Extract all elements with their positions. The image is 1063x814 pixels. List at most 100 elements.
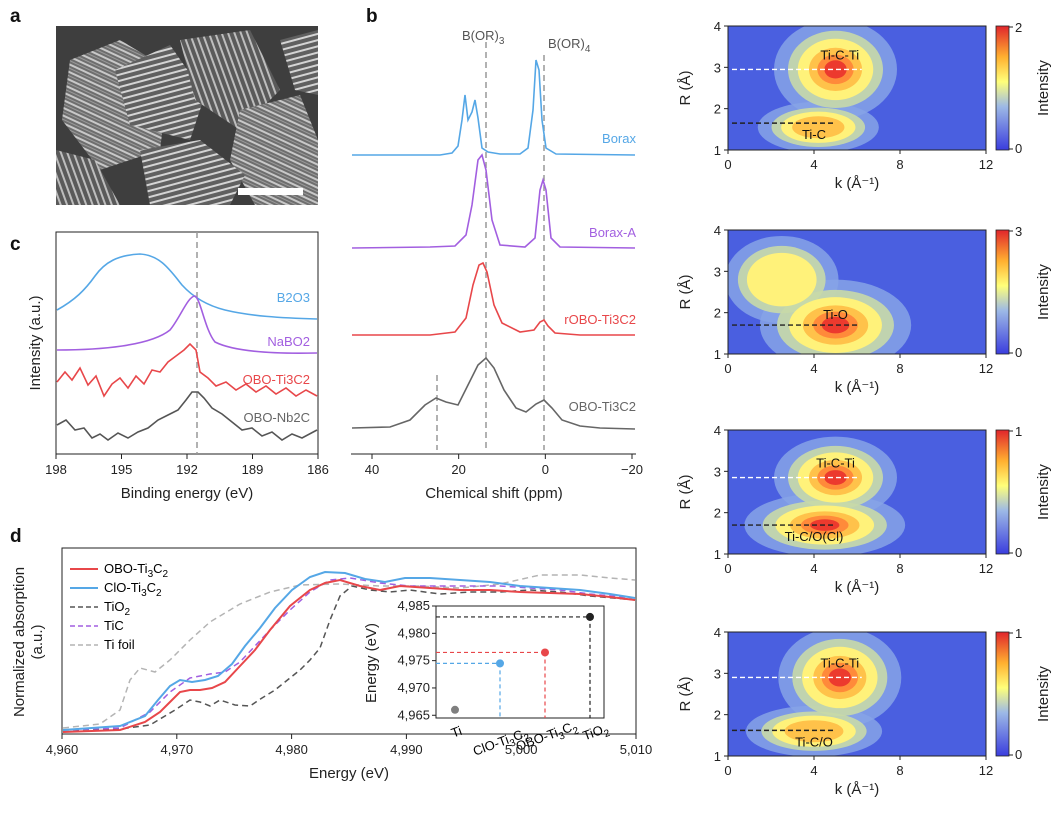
legend-tio2: TiO2 [104, 599, 130, 618]
inset-ylabel-2: 4,975 [397, 653, 430, 668]
panel-e-annot-0: Ti-C-Ti [820, 47, 859, 62]
panel-h-ylabel-0: 4 [714, 625, 721, 640]
c-xticks-label-0: 198 [45, 462, 67, 477]
inset-ylabel-4: 4,965 [397, 707, 430, 722]
panel-e-ylabel-1: 3 [714, 60, 721, 75]
panel-e-xlabel-0: 0 [724, 157, 731, 172]
panel-h-xlabel-2: 8 [896, 763, 903, 778]
panel-f-ylabel-2: 2 [714, 306, 721, 321]
marker-bor3: B(OR)3 [462, 28, 505, 47]
legend-tic: TiC [104, 618, 124, 633]
panel-g-cbar-min: 0 [1015, 545, 1022, 560]
d-xticks-label-2: 4,980 [275, 742, 308, 757]
panel-d-legend: OBO-Ti3C2 ClO-Ti3C2 TiO2 TiC Ti foil [70, 561, 169, 652]
panel-g-cbar-max: 1 [1015, 424, 1022, 439]
d-xticks-label-4: 5,000 [505, 742, 538, 757]
panel-e-cbar-label: Intensity [1035, 60, 1052, 116]
d-xticks-label-5: 5,010 [620, 742, 653, 757]
panel-f-ylabel-0: 4 [714, 223, 721, 238]
b-xticks-label-1: 20 [451, 462, 465, 477]
panel-e-ylabel-3: 1 [714, 143, 721, 158]
b-xticks-label-0: 40 [365, 462, 379, 477]
label-borax-a: Borax-A [589, 225, 636, 240]
inset-point-1 [496, 659, 504, 668]
panel-e-blob-0-layer-5 [824, 60, 847, 79]
panel-h-annot-1: Ti-C/O [795, 734, 833, 749]
panel-c-xlabel: Binding energy (eV) [121, 485, 254, 502]
panel-g-annot-0: Ti-C-Ti [816, 456, 855, 471]
curve-borax-a [351, 153, 636, 249]
panel-h-mask-l [668, 602, 728, 786]
panel-e-blob-1-layer-3 [792, 116, 845, 139]
curve-obo-ti3c2-b [351, 356, 636, 430]
panel-e-xlabel-1: 4 [810, 157, 817, 172]
panel-f-cbar-max: 3 [1015, 224, 1022, 239]
b-xticks-label-3: −20 [621, 462, 643, 477]
label-b2o3: B2O3 [277, 290, 310, 305]
panel-g-colorbar [995, 429, 1010, 555]
inset-points [436, 612, 594, 718]
inset-ylabel-3: 4,970 [397, 680, 430, 695]
panel-e-colorbar [995, 25, 1010, 151]
d-xticks-label-3: 4,990 [390, 742, 423, 757]
panel-h-ylabel-1: 3 [714, 666, 721, 681]
b-xticks-label-2: 0 [542, 462, 549, 477]
legend-ti-foil: Ti foil [104, 637, 135, 652]
panel-d-inset: 4,985 4,980 4,975 4,970 4,965 Energy (eV) Ti… [363, 598, 612, 762]
legend-obo-ti3c2: OBO-Ti3C2 [104, 561, 169, 580]
panel-f-ylabel-1: 3 [714, 264, 721, 279]
marker-bor4: B(OR)4 [548, 36, 591, 55]
panel-h-cbar-label: Intensity [1035, 666, 1052, 722]
panel-g-xlabel-1: 4 [810, 561, 817, 576]
sem-image [56, 26, 318, 205]
label-robo-ti3c2: rOBO-Ti3C2 [564, 312, 636, 327]
curve-tio2 [62, 585, 636, 731]
panel-h-cbar-max: 1 [1015, 626, 1022, 641]
inset-ylabel-1: 4,980 [397, 625, 430, 640]
panel-b-xticks: 40 20 0 −20 [365, 454, 643, 477]
panel-h-xlabel-1: 4 [810, 763, 817, 778]
panel-d-xlabel: Energy (eV) [309, 765, 389, 782]
panel-c-plot: B2O3 NaBO2 OBO-Ti3C2 OBO-Nb2C Intensity … [27, 231, 329, 502]
panel-g-xtitle: k (Å⁻¹) [835, 579, 880, 596]
inset-point-3 [586, 612, 594, 621]
curve-borax [352, 59, 636, 156]
panel-e-cbar-min: 0 [1015, 141, 1022, 156]
c-xticks-label-4: 186 [307, 462, 329, 477]
panel-f-xlabel-0: 0 [724, 361, 731, 376]
panel-c-xticks: 198 195 192 189 186 [45, 454, 329, 477]
curve-ti-foil [62, 574, 636, 729]
panel-e-mask-b [668, 150, 996, 190]
label-nabo2: NaBO2 [267, 334, 310, 349]
inset-yticks: 4,985 4,980 4,975 4,970 4,965 [397, 598, 436, 722]
panel-f-annot-0: Ti-O [823, 307, 848, 322]
curve-obo-nb2c [56, 391, 318, 441]
curve-b2o3 [56, 253, 318, 320]
curve-robo-ti3c2 [352, 261, 635, 336]
scale-bar [238, 188, 303, 195]
panel-e-xtitle: k (Å⁻¹) [835, 175, 880, 192]
curve-obo-ti3c2-d [62, 578, 636, 733]
panel-g-ytitle: R (Å) [677, 475, 694, 510]
panel-e-xlabel-2: 8 [896, 157, 903, 172]
panel-e-mask-t [668, 0, 996, 26]
panel-f-xlabel-2: 8 [896, 361, 903, 376]
panel-g-ylabel-3: 1 [714, 547, 721, 562]
panel-e-frame [727, 25, 987, 151]
curve-clo-ti3c2 [62, 570, 636, 731]
panel-g-cbar-label: Intensity [1035, 464, 1052, 520]
panel-e-cbar-max: 2 [1015, 20, 1022, 35]
panel-d-plot: OBO-Ti3C2 ClO-Ti3C2 TiO2 TiC Ti foil 4,9… [11, 547, 653, 782]
panel-f-blob-0-layer-5 [821, 316, 850, 334]
curve-tic [62, 577, 636, 731]
panel-e-xlabel-3: 12 [979, 157, 993, 172]
inset-x-tio2: TiO2 [581, 720, 612, 747]
c-xticks-label-3: 189 [242, 462, 264, 477]
panel-e-ylabel-0: 4 [714, 19, 721, 34]
panel-f-ytitle: R (Å) [677, 275, 694, 310]
panel-g-mask-l [668, 400, 728, 584]
panel-g-ylabel-2: 2 [714, 506, 721, 521]
